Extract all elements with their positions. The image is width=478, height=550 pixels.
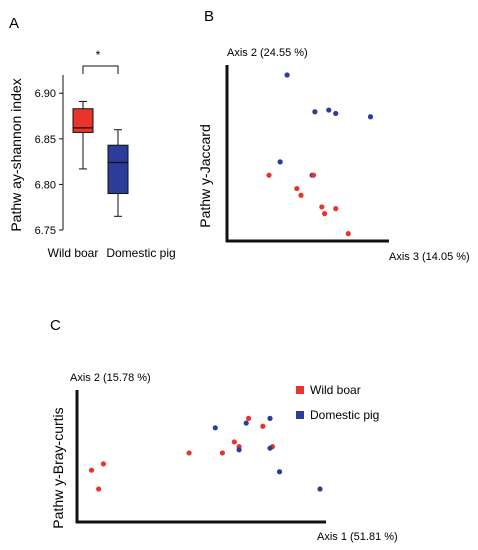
point-domestic-pig: [284, 72, 290, 78]
panel-c-xaxis-title: Axis 1 (51.81 %): [317, 531, 398, 543]
point-wild-boar: [310, 172, 317, 178]
point-wild-boar: [219, 450, 226, 456]
point-wild-boar: [322, 211, 328, 217]
point-domestic-pig: [333, 110, 339, 117]
point-domestic-pig: [326, 107, 332, 113]
panel-c-ylabel: Pathw y-Bray-curtis: [50, 407, 66, 528]
point-wild-boar: [246, 415, 252, 421]
panel-b-xaxis-title: Axis 3 (14.05 %): [389, 251, 470, 263]
point-domestic-pig: [236, 447, 242, 453]
panel-b-yaxis-title: Axis 2 (24.55 %): [227, 47, 308, 59]
point-domestic-pig: [212, 425, 218, 431]
panel-a-y-tick-label: 6.80: [35, 179, 56, 191]
point-domestic-pig: [243, 420, 249, 426]
point-domestic-pig: [277, 159, 283, 165]
panel-a-boxes: [72, 100, 129, 217]
panel-a-y-tick-label: 6.85: [35, 134, 56, 146]
legend-label-wild-boar: Wild boar: [310, 383, 361, 397]
legend-swatch-domestic-pig: [296, 411, 304, 419]
legend-swatch-wild-boar: [296, 386, 304, 394]
panel-a-significance: *: [82, 48, 119, 74]
significance-bracket: [82, 65, 119, 74]
point-wild-boar: [345, 231, 351, 237]
point-wild-boar: [333, 206, 339, 212]
point-domestic-pig: [317, 486, 323, 492]
panel-label-a: A: [9, 15, 19, 32]
panel-a-boxplot: 6.756.806.856.90 Pathw ay-shannon index …: [8, 48, 176, 260]
panel-label-c: C: [50, 317, 61, 334]
point-wild-boar: [186, 450, 192, 456]
panel-a-y-tick-label: 6.75: [35, 225, 56, 237]
panel-a-y-ticks: 6.75 6.80 6.85 6.90: [35, 88, 63, 237]
panel-c-yaxis-title: Axis 2 (15.78 %): [70, 372, 151, 384]
point-wild-boar: [100, 461, 107, 467]
point-domestic-pig: [312, 109, 318, 115]
point-wild-boar: [294, 185, 300, 192]
panel-b-scatter: Axis 2 (24.55 %) Axis 3 (14.05 %) Pathw …: [197, 47, 470, 263]
box-domestic-pig: [107, 144, 129, 195]
significance-star: *: [96, 48, 101, 62]
point-wild-boar: [231, 439, 237, 445]
panel-c-points: [88, 415, 323, 492]
panel-b-ylabel: Pathw y-Jaccard: [197, 124, 213, 227]
panel-a-y-tick-label: 6.90: [35, 88, 56, 100]
panel-c-legend: Wild boar Domestic pig: [296, 383, 379, 422]
point-wild-boar: [96, 486, 102, 492]
point-wild-boar: [88, 467, 95, 473]
panel-label-b: B: [204, 8, 214, 25]
panel-b-points: [266, 72, 374, 237]
point-domestic-pig: [276, 469, 283, 475]
panel-c-scatter: Axis 2 (15.78 %) Axis 1 (51.81 %) Pathw …: [50, 372, 398, 543]
point-wild-boar: [266, 172, 272, 178]
point-domestic-pig: [267, 415, 273, 421]
point-wild-boar: [319, 204, 325, 210]
point-wild-boar: [298, 192, 304, 198]
panel-a-y-axis-title: Pathw ay-shannon index: [8, 78, 24, 231]
legend-label-domestic-pig: Domestic pig: [310, 408, 379, 422]
point-domestic-pig: [367, 114, 374, 120]
panel-a-x-tick-domestic-pig: Domestic pig: [106, 246, 175, 260]
point-domestic-pig: [267, 445, 273, 451]
point-wild-boar: [260, 423, 266, 429]
box-wild-boar: [72, 108, 94, 133]
panel-a-x-tick-wild-boar: Wild boar: [48, 246, 99, 260]
